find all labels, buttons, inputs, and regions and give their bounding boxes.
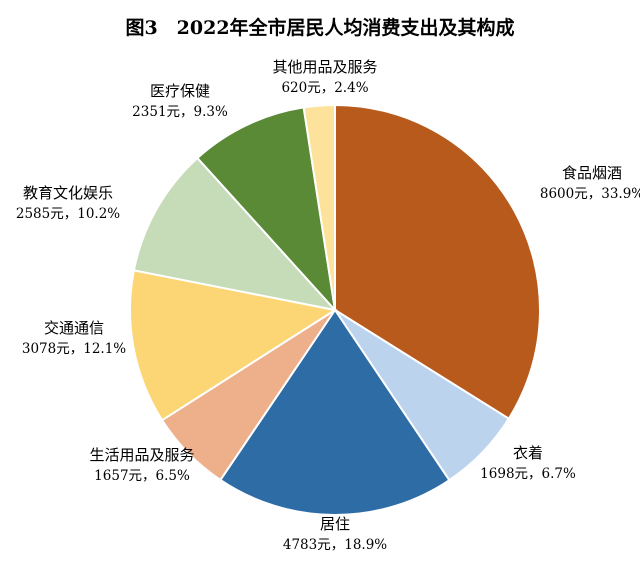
pie-labels: 食品烟酒 8600元，33.9% 衣着 1698元，6.7% 居住 4783元，18.9%… bbox=[16, 58, 640, 553]
pie-slice-1 bbox=[334, 103, 541, 421]
slice-value-label-5: 3078元，12.1% bbox=[22, 341, 126, 357]
slice-label-4: 生活用品及服务 bbox=[89, 446, 194, 464]
slice-value-label-7: 2351元，9.3% bbox=[132, 104, 228, 120]
pie-slice-8 bbox=[302, 103, 336, 311]
pie-slice-3 bbox=[219, 308, 451, 516]
slice-value-label-1: 8600元，33.9% bbox=[540, 186, 640, 202]
slice-label-2: 衣着 bbox=[513, 444, 543, 462]
slice-label-8: 其他用品及服务 bbox=[272, 58, 377, 76]
pie-slice-5 bbox=[129, 269, 338, 422]
slice-value-label-6: 2585元，10.2% bbox=[16, 206, 120, 222]
slice-value-label-3: 4783元，18.9% bbox=[283, 537, 387, 553]
chart-title: 图3 2022年全市居民人均消费支出及其构成 bbox=[125, 16, 514, 39]
pie-slice-6 bbox=[132, 156, 338, 312]
slice-label-3: 居住 bbox=[320, 515, 350, 533]
slice-value-label-8: 620元，2.4% bbox=[281, 80, 368, 96]
slice-label-5: 交通通信 bbox=[44, 319, 104, 337]
slice-label-1: 食品烟酒 bbox=[562, 164, 622, 182]
slice-label-7: 医疗保健 bbox=[150, 82, 210, 100]
slice-value-label-4: 1657元，6.5% bbox=[94, 468, 190, 484]
pie-slices bbox=[129, 103, 541, 516]
slice-label-6: 教育文化娱乐 bbox=[23, 184, 113, 202]
pie-slice-7 bbox=[196, 106, 337, 314]
slice-value-label-2: 1698元，6.7% bbox=[480, 466, 576, 482]
